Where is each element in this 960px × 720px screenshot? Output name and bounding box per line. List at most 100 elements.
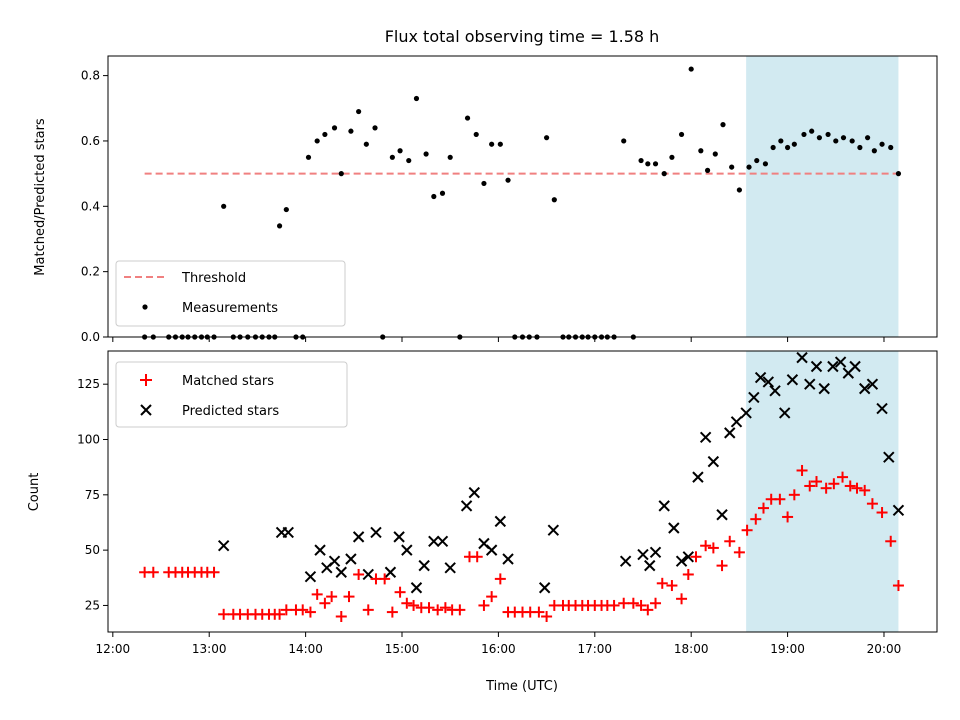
matched-point [439, 602, 451, 614]
matched-point [844, 480, 856, 492]
predicted-point [834, 356, 847, 368]
predicted-point [644, 559, 656, 572]
matched-point [774, 493, 786, 505]
matched-point [635, 599, 647, 611]
predicted-point [547, 524, 560, 536]
bottom-y-tick-label: 25 [85, 598, 100, 612]
x-tick-label: 13:00 [192, 642, 227, 656]
matched-point [707, 542, 719, 554]
predicted-point [538, 582, 551, 594]
measurement-point [621, 138, 627, 144]
matched-point [820, 482, 832, 494]
matched-point [811, 476, 823, 488]
bottom-panel: 25 50 75 100 125 12:00 13:00 14:00 15:00 16:00 17… [27, 350, 938, 694]
matched-point [866, 498, 878, 510]
matched-point [319, 597, 331, 609]
matched-point [892, 580, 904, 592]
predicted-point-stroke [478, 537, 490, 550]
x-tick-label: 12:00 [96, 642, 131, 656]
matched-point [741, 524, 753, 536]
predicted-point-stroke [401, 544, 413, 556]
measurement-point [638, 157, 644, 164]
matched-point [828, 478, 840, 490]
matched-point [716, 560, 728, 572]
matched-point [700, 540, 712, 552]
bottom-plot-frame [107, 350, 938, 633]
predicted-point-stroke [658, 500, 670, 512]
matched-point [533, 606, 545, 618]
predicted-point [649, 546, 662, 559]
predicted-point-stroke [345, 553, 357, 565]
predicted-point-stroke [858, 382, 871, 395]
predicted-point-stroke [502, 553, 514, 565]
top-x-ticks [112, 337, 885, 342]
matched-point [804, 480, 816, 492]
matched-point [618, 597, 630, 609]
bottom-y-tick-label: 50 [85, 543, 100, 557]
predicted-point [724, 427, 736, 439]
predicted-point-stroke [217, 540, 230, 552]
measurement-point [447, 154, 453, 160]
predicted-point-stroke [876, 402, 888, 415]
predicted-point [740, 407, 752, 419]
measurement-point [754, 157, 760, 164]
matched-point [885, 535, 897, 547]
predicted-point-stroke [866, 378, 879, 390]
measurement-point [423, 151, 429, 157]
measurement-point [895, 171, 902, 177]
predicted-point-stroke [384, 566, 397, 578]
measurement-point [864, 135, 871, 141]
predicted-point-stroke [892, 504, 905, 517]
measurement-point [746, 164, 752, 170]
measurement-point [283, 206, 289, 213]
matched-point [408, 599, 420, 611]
measurement-point [338, 171, 344, 177]
matched-point [788, 489, 800, 501]
predicted-point [892, 504, 905, 517]
measurement-point [669, 154, 675, 160]
top-y-label: Matched/Predicted stars [33, 118, 48, 276]
predicted-point [328, 555, 341, 567]
bottom-y-tick-label: 75 [85, 488, 100, 502]
predicted-point [730, 416, 743, 428]
matched-point [650, 597, 662, 609]
predicted-point [418, 559, 430, 572]
predicted-point [370, 526, 382, 539]
measurement-point [720, 122, 726, 128]
bottom-y-tick-label: 100 [77, 433, 100, 447]
predicted-point-stroke [547, 524, 560, 536]
measurement-point [652, 161, 659, 167]
matched-point [471, 551, 483, 563]
predicted-point-stroke [796, 351, 808, 364]
matched-point [851, 482, 863, 494]
legend-threshold-label: Threshold [181, 271, 246, 286]
predicted-point-stroke [644, 559, 656, 572]
top-shaded-region [746, 56, 899, 337]
predicted-point-stroke [730, 416, 743, 428]
measurement-point [784, 144, 791, 151]
top-y-tick-label: 0.8 [81, 69, 100, 83]
matched-points [139, 464, 904, 623]
predicted-point-stroke [428, 535, 440, 547]
predicted-point [682, 551, 695, 563]
matched-point [218, 608, 230, 620]
predicted-point-stroke [804, 378, 816, 390]
measurement-point [816, 135, 822, 141]
measurement-point [762, 161, 769, 167]
top-y-tick-label: 0.4 [81, 199, 100, 213]
predicted-points [217, 351, 905, 594]
top-plot-frame [107, 55, 938, 338]
predicted-point-stroke [418, 559, 430, 572]
chart-title: Flux total observing time = 1.58 h [385, 27, 660, 46]
matched-point [750, 513, 762, 525]
predicted-point [637, 548, 649, 561]
matched-point [311, 588, 323, 600]
measurement-point [397, 148, 403, 154]
x-tick-label: 16:00 [481, 642, 516, 656]
predicted-point-stroke [370, 526, 382, 539]
matched-point [796, 464, 808, 476]
matched-point [642, 604, 654, 616]
predicted-point-stroke [716, 509, 728, 521]
x-tick-label: 18:00 [674, 642, 709, 656]
predicted-point [692, 471, 704, 483]
